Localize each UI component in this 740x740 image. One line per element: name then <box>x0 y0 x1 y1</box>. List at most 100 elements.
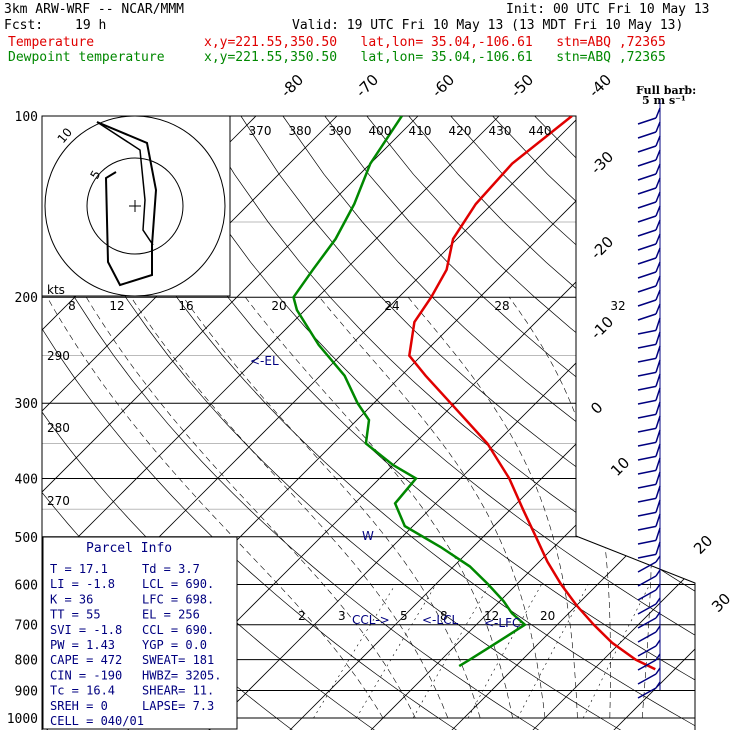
wind-barb-shaft <box>637 385 657 391</box>
theta-label: 370 <box>249 124 272 138</box>
wind-barb-shaft <box>637 645 657 657</box>
dewpoint-legend: Dewpoint temperature <box>8 50 165 65</box>
wind-barb-shaft <box>637 511 657 517</box>
hodograph-trace <box>96 121 154 246</box>
dry-adiabat <box>366 116 695 730</box>
pressure-label: 400 <box>15 472 38 487</box>
wind-barb-flag <box>655 597 661 605</box>
dry-adiabat <box>198 116 695 730</box>
barb-legend: Full barb: <box>636 84 696 97</box>
mixing-ratio-label: 2 <box>298 609 306 623</box>
barb-legend-units: 5 m s⁻¹ <box>642 94 686 107</box>
wind-barb-shaft <box>637 427 657 433</box>
wind-barb-shaft <box>637 575 657 587</box>
hodograph-ring <box>86 157 184 255</box>
wind-barb-flag <box>655 681 661 689</box>
level-marker: <-EL <box>250 354 279 368</box>
hodograph-units: kts <box>47 283 65 297</box>
wind-barb-shaft <box>637 131 657 139</box>
parcel-info-right: YGP = 0.0 <box>142 638 207 652</box>
wind-barb <box>637 443 661 461</box>
pressure-label: 600 <box>15 578 38 593</box>
dry-adiabat <box>450 116 695 730</box>
isotherm-line <box>369 116 695 730</box>
parcel-info-right: LFC = 698. <box>142 592 214 606</box>
parcel-info-left: T = 17.1 <box>50 562 108 576</box>
wind-barb-flag <box>655 233 661 245</box>
wind-barb-shaft <box>637 329 657 335</box>
wind-barb <box>637 457 661 475</box>
speed-tick-label: 16 <box>178 299 193 313</box>
wind-barb-shaft <box>637 229 657 237</box>
wind-barb-flag <box>655 275 661 287</box>
wind-barb <box>637 331 661 349</box>
wind-barb <box>637 639 661 657</box>
isotherm-label: 30 <box>708 590 734 616</box>
parcel-info-title: Parcel Info <box>86 541 172 556</box>
wind-barb <box>637 569 661 587</box>
wind-barb-flag <box>655 429 661 443</box>
wind-barb-flag <box>655 583 661 591</box>
isotherm-label: -40 <box>585 71 615 101</box>
pressure-label: 300 <box>15 397 38 412</box>
dry-adiabat-label: 280 <box>47 421 70 435</box>
init-time: Init: 00 UTC Fri 10 May 13 <box>506 2 710 17</box>
parcel-info-box <box>42 536 238 730</box>
wind-barb-shaft <box>637 371 657 377</box>
dewpoint-profile <box>292 116 527 668</box>
pressure-label: 800 <box>15 654 38 669</box>
speed-tick-label: 20 <box>271 299 286 313</box>
wind-barb-shaft <box>637 357 657 363</box>
wind-barb <box>637 345 661 363</box>
wind-barb <box>637 121 661 139</box>
parcel-info-right: SWEAT= 181 <box>142 653 214 667</box>
theta-label: 400 <box>369 124 392 138</box>
wind-barb-shaft <box>637 145 657 153</box>
temperature-location: x,y=221.55,350.50 lat,lon= 35.04,-106.61… <box>204 35 666 50</box>
wind-barb-shaft <box>637 343 657 349</box>
wind-barb <box>637 219 661 237</box>
pressure-label: 500 <box>15 531 38 546</box>
dry-adiabat <box>492 116 695 730</box>
parcel-info-left: CELL = 040/01 <box>50 714 144 728</box>
dewpoint-location: x,y=221.55,350.50 lat,lon= 35.04,-106.61… <box>204 50 666 65</box>
wind-barb-flag <box>655 387 661 401</box>
wind-barb <box>637 527 661 545</box>
speed-tick-label: 32 <box>610 299 625 313</box>
wind-barb-shaft <box>637 525 657 531</box>
wind-barb-flag <box>655 443 661 457</box>
parcel-info-left: SREH = 0 <box>50 699 108 713</box>
speed-tick-label: 12 <box>109 299 124 313</box>
wind-barb <box>637 401 661 419</box>
wind-barb <box>637 275 661 293</box>
wind-barb-shaft <box>637 441 657 447</box>
isotherm-line <box>0 116 13 731</box>
dry-adiabat <box>702 116 740 731</box>
dry-adiabat <box>240 116 695 730</box>
mixing-ratio-label: 20 <box>540 609 555 623</box>
parcel-info-left: TT = 55 <box>50 608 101 622</box>
parcel-info-right: EL = 256 <box>142 608 200 622</box>
parcel-info-left: K = 36 <box>50 592 93 606</box>
parcel-info-left: SVI = -1.8 <box>50 623 122 637</box>
wind-barb <box>637 317 661 335</box>
wind-barb <box>637 247 661 265</box>
wind-barb-flag <box>655 401 661 415</box>
wind-barb-shaft <box>637 455 657 461</box>
isotherm-label: 20 <box>690 532 716 558</box>
wind-barb <box>637 625 661 643</box>
dry-adiabat <box>324 116 695 730</box>
wind-barb-shaft <box>637 469 657 475</box>
wind-barb-flag <box>655 345 661 359</box>
theta-label: 380 <box>289 124 312 138</box>
moist-adiabat <box>319 297 546 719</box>
isotherm-line <box>450 116 695 730</box>
wind-barb <box>637 261 661 279</box>
wind-barb-shaft <box>637 117 657 125</box>
isotherm-label: -10 <box>587 313 617 343</box>
wind-barb-shaft <box>637 561 657 573</box>
wind-barb-flag <box>655 373 661 387</box>
isotherm-line <box>288 116 695 730</box>
isotherm-label: -80 <box>277 71 307 101</box>
